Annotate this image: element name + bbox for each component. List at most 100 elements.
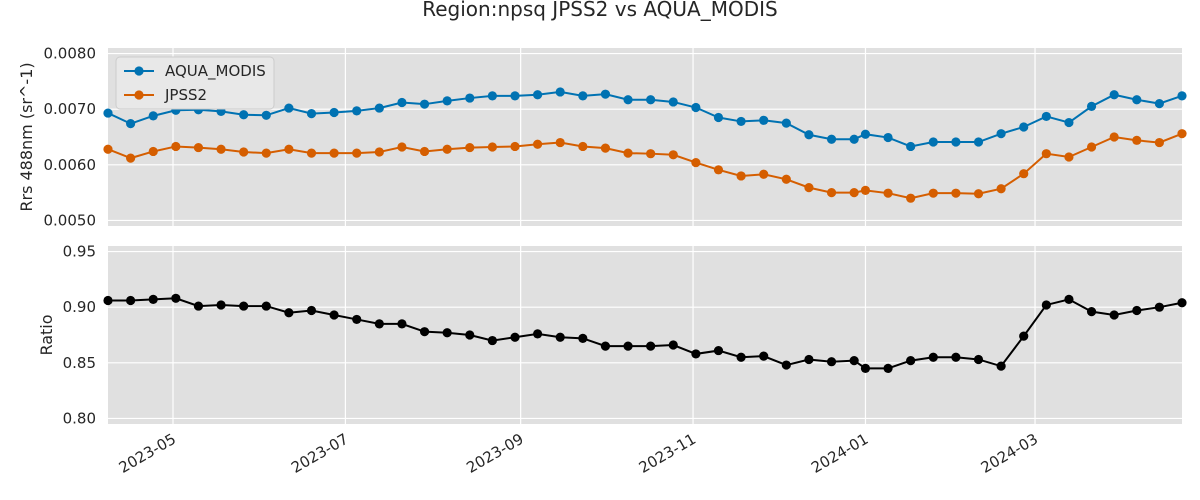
- data-point: [1109, 90, 1119, 100]
- data-point: [951, 352, 961, 362]
- data-point: [397, 97, 407, 108]
- data-point: [171, 141, 181, 152]
- data-point: [781, 360, 791, 370]
- data-point: [1109, 132, 1119, 142]
- x-tick-label: 2024-03: [978, 430, 1041, 477]
- data-point: [691, 102, 701, 113]
- data-point: [510, 141, 520, 152]
- data-point: [374, 319, 384, 329]
- data-point: [623, 341, 633, 351]
- data-point: [759, 169, 769, 179]
- data-point: [1154, 99, 1164, 109]
- data-point: [465, 142, 475, 153]
- data-point: [1064, 152, 1074, 162]
- data-point: [239, 147, 249, 157]
- data-point: [148, 111, 158, 121]
- data-point: [781, 118, 791, 128]
- panel-ratio: 0.80 0.85 0.90 0.95 Ratio: [37, 243, 1187, 427]
- data-point: [533, 90, 543, 100]
- data-point: [826, 188, 837, 198]
- data-point: [193, 301, 204, 311]
- data-point: [374, 103, 384, 113]
- legend-label: JPSS2: [164, 86, 207, 104]
- data-point: [284, 144, 294, 154]
- data-point: [928, 137, 938, 147]
- data-point: [148, 146, 158, 157]
- data-point: [284, 103, 294, 113]
- data-point: [103, 108, 113, 118]
- data-point: [126, 119, 136, 129]
- data-point: [329, 148, 339, 158]
- data-point: [555, 332, 565, 342]
- data-point: [781, 174, 791, 184]
- data-point: [713, 345, 724, 356]
- data-point: [849, 188, 859, 198]
- legend-box: [115, 56, 275, 110]
- data-point: [329, 107, 339, 118]
- data-point: [442, 96, 452, 106]
- data-point: [1154, 302, 1164, 312]
- data-point: [465, 330, 475, 340]
- data-point: [261, 148, 271, 158]
- data-point: [600, 341, 611, 351]
- y-tick-label: 0.85: [63, 354, 96, 372]
- y-tick-label: 0.0080: [44, 45, 97, 63]
- data-point: [759, 351, 769, 361]
- data-point: [883, 132, 893, 143]
- data-point: [713, 165, 724, 175]
- data-point: [973, 189, 984, 199]
- data-point: [804, 130, 814, 140]
- data-point: [906, 141, 916, 152]
- data-point: [1019, 122, 1029, 132]
- data-point: [1019, 331, 1029, 341]
- data-point: [860, 185, 871, 195]
- y-tick-label: 0.0060: [44, 156, 97, 174]
- data-point: [103, 295, 113, 306]
- data-point: [555, 87, 565, 97]
- x-tick-label: 2023-09: [463, 430, 526, 477]
- data-point: [973, 137, 984, 147]
- data-point: [487, 142, 497, 152]
- data-point: [804, 183, 814, 193]
- data-point: [533, 139, 543, 149]
- data-point: [906, 193, 916, 203]
- data-point: [1019, 169, 1029, 179]
- data-point: [487, 91, 497, 101]
- data-point: [600, 89, 611, 99]
- data-point: [1064, 117, 1074, 128]
- y-tick-label: 0.95: [63, 243, 96, 261]
- y-tick-label: 0.0070: [44, 100, 97, 118]
- data-point: [1177, 298, 1187, 308]
- data-point: [668, 97, 678, 107]
- data-point: [600, 143, 611, 153]
- data-point: [216, 300, 226, 310]
- plot-background: [108, 246, 1182, 424]
- data-point: [193, 142, 204, 153]
- data-point: [352, 106, 362, 116]
- y-axis-label: Rrs 488nm (sr^-1): [17, 62, 36, 211]
- data-point: [1086, 307, 1097, 317]
- data-point: [951, 188, 961, 198]
- data-point: [578, 141, 588, 152]
- data-point: [928, 352, 938, 362]
- data-point: [419, 327, 430, 337]
- data-point: [216, 144, 226, 154]
- data-point: [352, 314, 362, 325]
- data-point: [1132, 95, 1142, 105]
- data-point: [906, 355, 916, 366]
- data-point: [691, 157, 701, 168]
- data-point: [306, 109, 317, 119]
- data-point: [736, 116, 746, 127]
- data-point: [419, 146, 430, 157]
- data-point: [1041, 149, 1051, 159]
- data-point: [623, 95, 633, 105]
- data-point: [126, 153, 136, 163]
- x-axis-ticks: 2023-05 2023-07 2023-09 2023-11 2024-01 2024-…: [116, 430, 1041, 477]
- y-tick-label: 0.80: [63, 409, 96, 427]
- panel-rrs: 0.0050 0.0060 0.0070 0.0080 Rrs 488nm (sr^-1…: [17, 45, 1187, 229]
- data-point: [1041, 111, 1051, 122]
- data-point: [1064, 294, 1074, 304]
- data-point: [668, 150, 678, 160]
- data-point: [996, 184, 1006, 194]
- data-point: [261, 110, 271, 120]
